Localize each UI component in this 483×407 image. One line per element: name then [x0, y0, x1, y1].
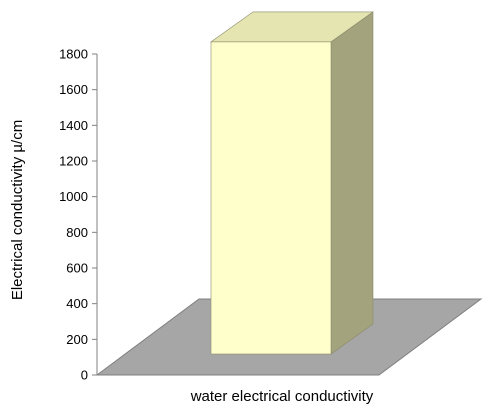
y-tick-label: 1200: [59, 154, 88, 169]
y-tick-label: 1600: [59, 82, 88, 97]
y-tick-label: 1800: [59, 47, 88, 62]
y-axis-title: Electrical conductivity µ/cm: [9, 120, 26, 300]
bar: [210, 11, 374, 355]
y-tick-label: 400: [66, 296, 88, 311]
y-tick-label: 600: [66, 261, 88, 276]
y-axis-ticks: 0 200 400 600 800 1000 1200 1400 1600 1800: [59, 47, 97, 383]
bars: [210, 11, 374, 355]
y-tick-label: 0: [81, 368, 88, 383]
y-tick-label: 1000: [59, 189, 88, 204]
y-tick-label: 200: [66, 332, 88, 347]
y-tick-label: 800: [66, 225, 88, 240]
y-tick-label: 1400: [59, 118, 88, 133]
bar-side-face: [330, 11, 374, 355]
bar-front-face: [210, 41, 332, 355]
x-axis-title: water electrical conductivity: [190, 388, 374, 405]
